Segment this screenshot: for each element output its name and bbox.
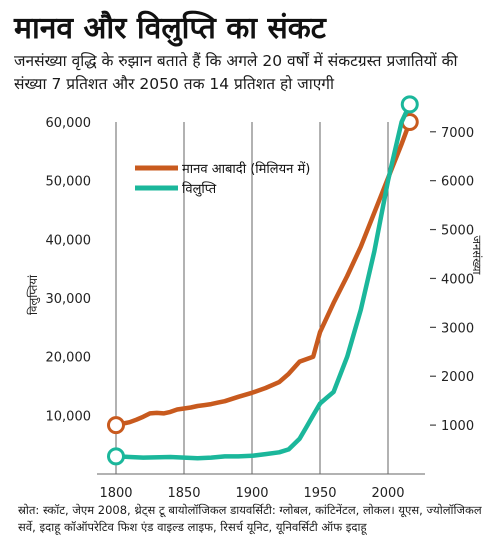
- series-1-start-marker: [107, 447, 125, 466]
- y-left-tick-6: 60,000: [46, 116, 92, 131]
- x-tick-2: 1900: [235, 486, 268, 501]
- x-tick-1: 1850: [167, 486, 200, 501]
- y-left-tick-5: 50,000: [46, 175, 92, 190]
- y-right-tick-2: 3000: [441, 321, 474, 336]
- chart-title: मानव और विलुप्ति का संकट: [14, 11, 326, 46]
- y-right-tick-4: 5000: [441, 224, 474, 239]
- chart-subtitle: जनसंख्या वृद्धि के रुझान बताते हैं कि अग…: [14, 52, 458, 93]
- x-tick-4: 2000: [371, 486, 404, 501]
- legend-label-population: मानव आबादी (मिलियन में): [182, 161, 310, 177]
- right-axis-ticks: 1000 2000 3000 4000 5000 6000 7000: [430, 126, 474, 434]
- y-axis-left-label: विलुप्तियां: [26, 274, 41, 315]
- series-line-1: [113, 102, 413, 461]
- y-right-tick-6: 7000: [441, 126, 474, 141]
- left-axis-ticks: 10,000 20,000 30,000 40,000 50,000 60,000: [46, 116, 92, 424]
- y-right-tick-3: 4000: [441, 272, 474, 287]
- series-0-start-marker: [107, 416, 125, 435]
- x-axis-ticks: 1800 1850 1900 1950 2000: [99, 486, 404, 501]
- y-left-tick-1: 10,000: [46, 409, 92, 424]
- x-tick-3: 1950: [303, 486, 336, 501]
- y-right-tick-1: 2000: [441, 370, 474, 385]
- x-tick-0: 1800: [99, 486, 132, 501]
- y-right-tick-5: 6000: [441, 175, 474, 190]
- source-note: स्रोत: स्कॉट, जेएम 2008, थ्रेट्स टू बायो…: [18, 503, 482, 534]
- y-left-tick-2: 20,000: [46, 351, 92, 366]
- y-axis-right-label: जनसंख्या: [470, 235, 484, 275]
- y-right-tick-0: 1000: [441, 419, 474, 434]
- series-1-end-marker: [400, 95, 419, 114]
- grid-lines: [97, 122, 425, 475]
- series-lines: [107, 95, 419, 466]
- legend: मानव आबादी (मिलियन में) विलुप्ति: [135, 161, 310, 197]
- y-left-tick-3: 30,000: [46, 292, 92, 307]
- legend-label-extinction: विलुप्ति: [182, 181, 217, 197]
- y-left-tick-4: 40,000: [46, 233, 92, 248]
- series-line-0: [113, 119, 413, 428]
